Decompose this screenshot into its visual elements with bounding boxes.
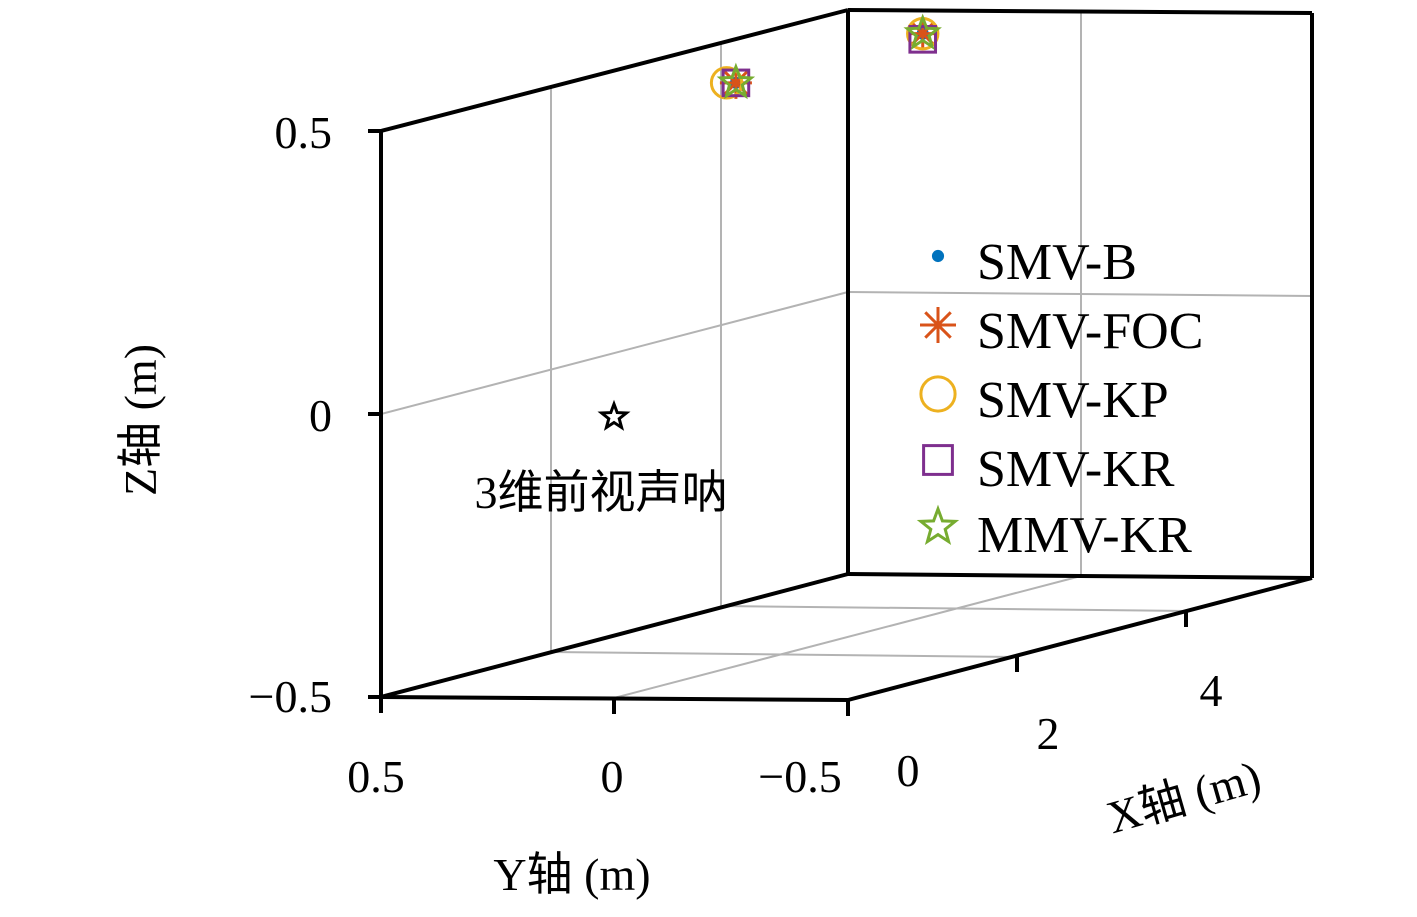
data-point-smv-kr [908, 25, 938, 54]
y-tick-label: 0 [601, 751, 624, 802]
sonar-annotation [597, 399, 631, 431]
x-tick-label: 2 [1037, 708, 1060, 759]
data-point-smv-kp [709, 66, 744, 100]
legend-label: MMV-KR [977, 507, 1192, 564]
data-point-mmv-kr [716, 62, 756, 100]
grid-floor-y0 [613, 575, 1082, 699]
legend-marker-pentagram [916, 504, 960, 546]
legend-label: SMV-KP [977, 372, 1169, 429]
data-point-mmv-kr [903, 13, 942, 51]
legend-marker-square-icon [922, 444, 954, 476]
box-edge-top-left [380, 8, 849, 133]
z-tick-label: 0.5 [275, 107, 333, 158]
legend-item: SMV-B [931, 234, 1137, 291]
y-axis-label: Y轴 (m) [493, 849, 650, 900]
legend: SMV-B SMV-FOC SMV-KP SMV-KR MMV-KR [916, 234, 1203, 564]
legend-marker-asterisk [920, 307, 956, 343]
x-axis-line [847, 576, 1313, 702]
x-tick-label: 4 [1200, 665, 1223, 716]
sonar-star-icon [597, 399, 631, 431]
grid-floor-x2 [550, 651, 1018, 658]
gridlines [380, 12, 1313, 699]
x-axis-label: X轴 (m) [1101, 751, 1266, 843]
legend-item: SMV-KR [922, 441, 1175, 498]
legend-marker-circle-icon [919, 375, 957, 413]
box-edge-bottom-left [380, 572, 849, 699]
y-tick-label: 0.5 [347, 751, 405, 802]
ticks [368, 129, 1188, 716]
data-markers [709, 13, 942, 100]
z-tick-label: 0 [309, 390, 332, 441]
legend-marker-square [922, 444, 954, 476]
grid-left-wall-z0 [380, 291, 849, 415]
legend-marker-asterisk-icon [920, 307, 956, 343]
legend-item: SMV-FOC [920, 303, 1203, 360]
grid-back-wall-z0 [847, 291, 1313, 297]
legend-marker-dot [931, 249, 945, 263]
sonar-label: 3维前视声呐 [475, 467, 728, 518]
legend-marker-pentagram-icon [916, 504, 960, 546]
x-tick-label: 0 [897, 745, 920, 796]
legend-label: SMV-FOC [977, 303, 1203, 360]
legend-label: SMV-KR [977, 441, 1175, 498]
legend-marker-dot-icon [931, 249, 945, 263]
box-edge-bottom-back [847, 572, 1313, 580]
z-axis-label: Z轴 (m) [115, 344, 166, 496]
y-tick-label: −0.5 [758, 751, 841, 802]
legend-item: MMV-KR [916, 504, 1192, 564]
legend-label: SMV-B [977, 234, 1137, 291]
z-tick-label: −0.5 [249, 671, 332, 722]
grid-floor-x4 [720, 605, 1187, 612]
legend-item: SMV-KP [919, 372, 1169, 429]
box-edge-top-back [847, 8, 1313, 15]
legend-marker-circle [919, 375, 957, 413]
